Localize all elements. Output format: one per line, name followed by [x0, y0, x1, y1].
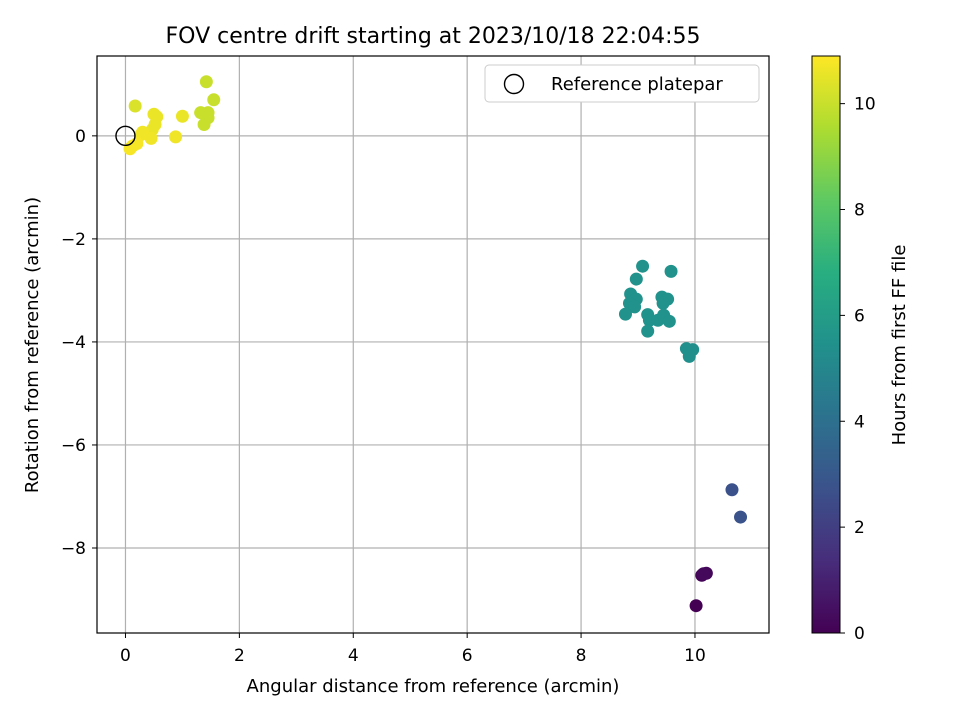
y-tick-label: −4 [61, 333, 86, 353]
reference-point-marker [115, 125, 136, 147]
data-point [664, 264, 678, 278]
colorbar-tick-label: 4 [854, 412, 865, 432]
y-tick-label: −2 [61, 230, 86, 250]
data-point [629, 272, 643, 286]
data-point [128, 99, 142, 113]
y-axis-label: Rotation from reference (arcmin) [22, 197, 43, 493]
legend-marker-icon [503, 73, 525, 95]
data-point [697, 567, 711, 581]
y-tick-label: −6 [61, 436, 86, 456]
data-point [628, 300, 642, 314]
colorbar [811, 55, 841, 634]
axes-frame [96, 55, 770, 634]
x-tick-label: 10 [684, 646, 706, 666]
x-tick-label: 4 [348, 646, 359, 666]
legend-box [484, 64, 760, 103]
data-point [199, 75, 213, 89]
chart-title: FOV centre drift starting at 2023/10/18 … [166, 24, 701, 49]
colorbar-tick-label: 8 [854, 201, 865, 221]
reference-marker [115, 125, 136, 147]
colorbar-label: Hours from first FF file [889, 245, 910, 446]
y-tick-label: 0 [75, 127, 86, 147]
data-point [682, 349, 696, 363]
data-point [169, 130, 183, 144]
legend: Reference platepar [484, 64, 760, 103]
data-point [207, 93, 221, 107]
data-points [123, 75, 748, 613]
data-point [662, 314, 676, 328]
x-tick-label: 2 [234, 646, 245, 666]
data-point [197, 118, 211, 132]
x-tick-label: 8 [576, 646, 587, 666]
x-tick-label: 0 [120, 646, 131, 666]
data-point [175, 109, 189, 123]
colorbar-tick-label: 6 [854, 306, 865, 326]
data-point [656, 296, 670, 310]
colorbar-tick-label: 10 [854, 95, 876, 115]
data-point [725, 483, 739, 497]
colorbar-ticks: 0 2 4 6 8 10 [840, 95, 876, 644]
legend-entry-label: Reference platepar [551, 74, 723, 95]
data-point [636, 259, 650, 273]
data-point [641, 324, 655, 338]
data-point [734, 510, 748, 524]
colorbar-tick-label: 2 [854, 518, 865, 538]
grid-lines [97, 56, 769, 633]
x-axis-label: Angular distance from reference (arcmin) [247, 676, 620, 697]
axis-ticks: 0 2 4 6 8 10 −8 −6 −4 −2 0 [61, 127, 706, 666]
data-point [618, 307, 632, 321]
colorbar-tick-label: 0 [854, 624, 865, 644]
x-tick-label: 6 [462, 646, 473, 666]
y-tick-label: −8 [61, 539, 86, 559]
data-point [689, 599, 703, 613]
data-point [144, 131, 158, 145]
